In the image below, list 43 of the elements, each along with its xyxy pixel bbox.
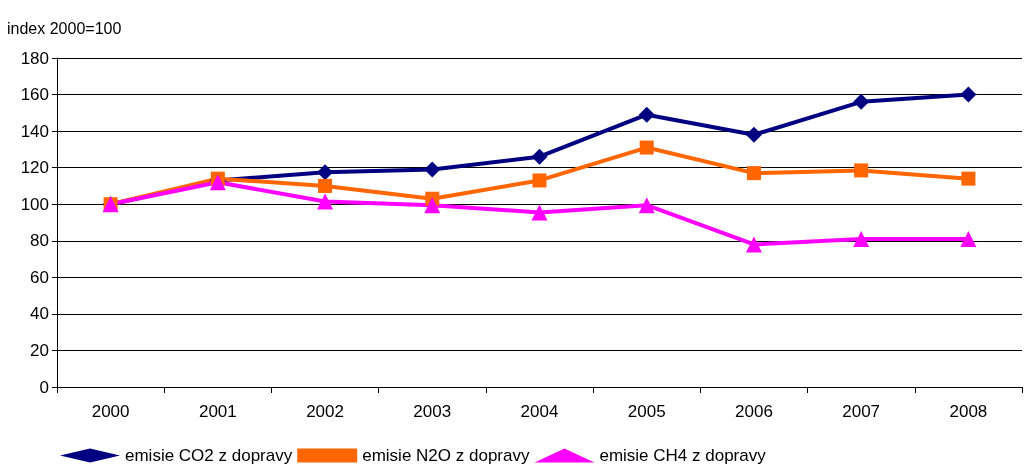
x-tick-label: 2004 [520, 402, 559, 421]
x-tick-label: 2000 [91, 402, 130, 421]
point [318, 178, 333, 193]
point [960, 230, 977, 247]
y-tick-label: 0 [39, 377, 49, 397]
point [639, 140, 654, 155]
point [960, 86, 977, 103]
point [638, 197, 655, 214]
x-tick-label: 2008 [949, 402, 988, 421]
point [853, 93, 870, 110]
y-tick-label: 120 [20, 158, 49, 178]
y-tick-label: 80 [30, 231, 49, 251]
point [853, 230, 870, 247]
y-tick-label: 20 [30, 340, 49, 360]
y-tick-label: 100 [20, 194, 49, 214]
x-tick-label: 2002 [306, 402, 344, 421]
x-tick-label: 2007 [842, 402, 881, 421]
y-tick-label: 180 [20, 48, 49, 68]
point [532, 173, 547, 188]
point [745, 236, 762, 253]
y-tick-label: 40 [30, 304, 49, 324]
point [317, 164, 334, 181]
point [854, 163, 869, 178]
legend-label: emisie CO2 z dopravy [125, 446, 293, 465]
point [424, 161, 441, 178]
x-tick-label: 2003 [413, 402, 452, 421]
x-tick-label: 2006 [735, 402, 773, 421]
point [961, 171, 976, 186]
y-axis-title: index 2000=100 [7, 19, 122, 37]
point [531, 148, 548, 165]
x-tick-label: 2001 [198, 402, 237, 421]
y-tick-label: 140 [20, 121, 49, 141]
x-tick-label: 2005 [627, 402, 666, 421]
point [746, 166, 761, 181]
y-tick-label: 160 [20, 85, 49, 105]
point [424, 197, 441, 214]
legend-label: emisie CH4 z dopravy [599, 446, 767, 465]
point [531, 204, 548, 221]
point [317, 193, 334, 210]
point [638, 106, 655, 123]
y-tick-label: 60 [30, 267, 49, 287]
legend-label: emisie N2O z dopravy [362, 446, 530, 465]
point [745, 126, 762, 143]
